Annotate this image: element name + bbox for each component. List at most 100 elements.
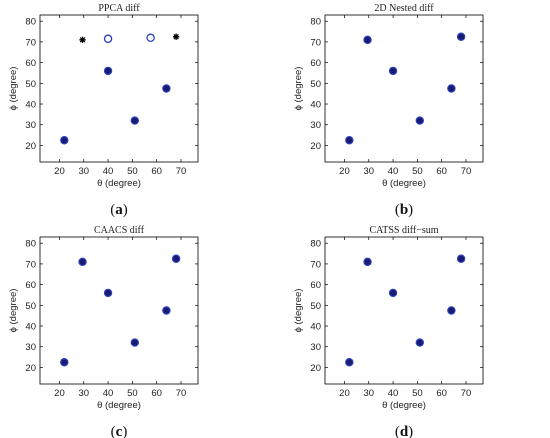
x-tick-label: 60 xyxy=(151,166,162,177)
y-tick-label: 60 xyxy=(25,58,36,69)
caption-open: ( xyxy=(111,424,116,438)
caption-close: ) xyxy=(408,202,413,218)
data-point xyxy=(456,254,466,263)
data-point xyxy=(447,306,456,315)
data-point xyxy=(345,358,354,367)
y-tick-label: 40 xyxy=(25,100,36,111)
data-point xyxy=(363,35,372,45)
y-tick-label: 30 xyxy=(25,342,36,353)
x-tick-label: 50 xyxy=(412,388,423,399)
y-tick-label: 70 xyxy=(310,259,321,270)
data-point-star xyxy=(172,33,180,40)
x-axis-label: θ (degree) xyxy=(97,400,141,411)
y-tick-label: 60 xyxy=(310,58,321,69)
y-tick-label: 80 xyxy=(310,17,321,28)
x-axis-label: θ (degree) xyxy=(382,400,426,411)
plot-frame xyxy=(324,236,484,385)
data-point xyxy=(130,338,139,347)
x-tick-label: 70 xyxy=(461,388,472,399)
data-point xyxy=(345,136,354,145)
y-tick-label: 70 xyxy=(25,37,36,48)
x-tick-label: 20 xyxy=(339,388,350,399)
x-tick-label: 30 xyxy=(363,166,374,177)
y-tick-label: 50 xyxy=(310,301,321,312)
x-tick-label: 20 xyxy=(54,166,65,177)
chart-title: CAACS diff xyxy=(94,225,145,236)
data-point-open xyxy=(103,34,113,44)
data-point-open xyxy=(146,33,155,43)
caption-letter: c xyxy=(116,424,123,438)
data-point xyxy=(415,338,424,347)
plot-frame xyxy=(39,14,199,163)
star-stroke xyxy=(173,34,179,40)
caption-open: ( xyxy=(395,424,400,438)
y-tick-label: 20 xyxy=(25,363,36,374)
panel-caption: (a) xyxy=(110,202,128,218)
y-tick-label: 80 xyxy=(25,239,36,250)
scatter-panel-a: PPCA diff 20 30 40 50 60 70 20 30 40 50 60 70 80 θ (de… xyxy=(8,3,199,218)
y-axis-label: ϕ (degree) xyxy=(293,67,304,111)
x-tick-label: 50 xyxy=(412,166,423,177)
x-tick-label: 60 xyxy=(151,388,162,399)
x-tick-label: 40 xyxy=(388,388,399,399)
y-tick-label: 40 xyxy=(25,322,36,333)
data-point xyxy=(162,306,171,315)
y-tick-label: 60 xyxy=(25,280,36,291)
data-point xyxy=(447,84,456,93)
x-tick-label: 30 xyxy=(78,166,89,177)
y-tick-label: 50 xyxy=(25,79,36,90)
x-tick-label: 20 xyxy=(54,388,65,399)
data-point xyxy=(60,136,69,145)
chart-title: 2D Nested diff xyxy=(374,3,434,14)
data-point xyxy=(103,66,113,76)
y-tick-label: 20 xyxy=(310,141,321,152)
y-tick-label: 70 xyxy=(310,37,321,48)
caption-letter: d xyxy=(400,424,409,438)
y-tick-label: 70 xyxy=(25,259,36,270)
x-tick-label: 70 xyxy=(176,166,187,177)
scatter-panel-c: CAACS diff 20 30 40 50 60 70 20 30 40 50 60 70 80 θ (d… xyxy=(8,225,199,438)
x-tick-label: 70 xyxy=(176,388,187,399)
chart-title: PPCA diff xyxy=(98,3,140,14)
x-tick-label: 50 xyxy=(127,388,138,399)
data-point xyxy=(103,288,113,298)
data-point xyxy=(415,116,424,125)
y-tick-label: 20 xyxy=(25,141,36,152)
y-tick-label: 40 xyxy=(310,322,321,333)
y-tick-label: 80 xyxy=(310,239,321,250)
x-tick-label: 40 xyxy=(388,166,399,177)
x-tick-label: 70 xyxy=(461,166,472,177)
x-axis-label: θ (degree) xyxy=(97,178,141,189)
y-tick-label: 20 xyxy=(310,363,321,374)
x-tick-label: 20 xyxy=(339,166,350,177)
y-tick-label: 80 xyxy=(25,17,36,28)
y-tick-label: 30 xyxy=(310,120,321,131)
x-tick-label: 40 xyxy=(103,166,114,177)
data-point xyxy=(363,257,372,267)
plot-frame xyxy=(324,14,484,163)
caption-close: ) xyxy=(408,424,413,438)
y-tick-label: 30 xyxy=(310,342,321,353)
y-axis-label: ϕ (degree) xyxy=(293,289,304,333)
caption-letter: b xyxy=(400,202,408,218)
x-tick-label: 60 xyxy=(436,166,447,177)
panel-caption: (d) xyxy=(395,424,413,438)
data-point xyxy=(60,358,69,367)
caption-open: ( xyxy=(110,202,115,218)
data-point xyxy=(388,66,398,76)
scatter-panel-b: 2D Nested diff 20 30 40 50 60 70 20 30 40 50 60 70 80… xyxy=(293,3,484,218)
y-tick-label: 40 xyxy=(310,100,321,111)
data-point xyxy=(78,257,87,267)
data-point-star xyxy=(79,36,86,44)
plot-frame xyxy=(39,236,199,385)
x-tick-label: 30 xyxy=(78,388,89,399)
x-tick-label: 30 xyxy=(363,388,374,399)
scatter-panel-d: CATSS diff−sum 20 30 40 50 60 70 20 30 40 50 60 70 80… xyxy=(293,225,484,438)
data-point xyxy=(171,254,181,263)
caption-open: ( xyxy=(395,202,400,218)
y-tick-label: 50 xyxy=(25,301,36,312)
y-tick-label: 30 xyxy=(25,120,36,131)
data-point xyxy=(456,32,466,41)
data-point xyxy=(388,288,398,298)
